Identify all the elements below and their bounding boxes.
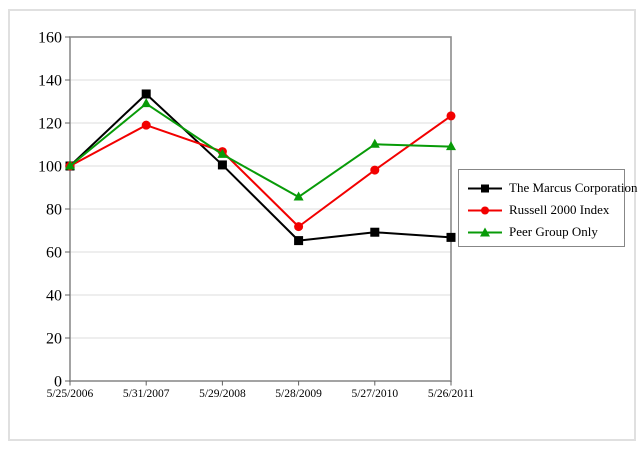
series-line-russell-2000-index	[69, 115, 452, 228]
data-point-peer-group-only-triangle-marker	[446, 141, 456, 151]
data-point-peer-group-only-triangle-marker	[217, 148, 228, 158]
x-axis-tick-label: 5/26/2011	[428, 388, 474, 400]
y-axis-tick-label: 80	[46, 202, 62, 219]
x-axis-tick-label: 5/31/2007	[123, 388, 170, 400]
data-point-russell-2000-index-circle-marker	[446, 111, 456, 121]
data-point-the-marcus-corporation-square-marker	[370, 227, 380, 237]
legend-label: Russell 2000 Index	[509, 202, 610, 217]
data-point-peer-group-only-triangle-marker	[293, 191, 304, 201]
y-axis-tick-label: 60	[46, 245, 62, 262]
legend-label: The Marcus Corporation	[509, 180, 638, 195]
legend-label: Peer Group Only	[509, 224, 598, 239]
y-axis-tick-label: 120	[38, 116, 62, 133]
y-axis-tick-label: 140	[38, 73, 62, 90]
data-point-peer-group-only-triangle-marker	[65, 160, 75, 170]
x-axis-tick-label: 5/27/2010	[351, 388, 398, 400]
x-axis-tick-label: 5/25/2006	[47, 388, 94, 400]
y-axis-tick-label: 0	[54, 374, 62, 391]
x-axis-tick-label: 5/29/2008	[199, 388, 246, 400]
legend-key-square-icon	[468, 184, 502, 192]
data-point-russell-2000-index-circle-marker	[294, 222, 304, 232]
legend-item-russell-2000-index: Russell 2000 Index	[467, 199, 624, 221]
series-line-the-marcus-corporation	[69, 92, 452, 242]
legend-item-peer-group-only: Peer Group Only	[467, 221, 624, 243]
legend: The Marcus Corporation Russell 2000 Index…	[458, 169, 638, 247]
legend-key-triangle-icon	[468, 227, 502, 236]
data-point-russell-2000-index-circle-marker	[141, 120, 151, 130]
y-axis-tick-label: 100	[38, 159, 62, 176]
data-point-the-marcus-corporation-square-marker	[294, 236, 304, 246]
data-point-the-marcus-corporation-square-marker	[141, 89, 151, 99]
y-axis-tick-label: 20	[46, 331, 62, 348]
series-line-peer-group-only	[69, 102, 452, 198]
y-axis-tick-label: 40	[46, 288, 62, 305]
x-axis-tick-label: 5/28/2009	[275, 388, 322, 400]
data-point-peer-group-only-triangle-marker	[141, 98, 152, 108]
data-point-the-marcus-corporation-square-marker	[446, 232, 456, 242]
y-axis-tick-label: 160	[38, 30, 62, 47]
legend-key-circle-icon	[468, 206, 502, 214]
legend-item-the-marcus-corporation: The Marcus Corporation	[467, 177, 638, 199]
data-point-the-marcus-corporation-square-marker	[217, 160, 227, 170]
data-point-russell-2000-index-circle-marker	[370, 165, 380, 175]
data-point-peer-group-only-triangle-marker	[369, 138, 380, 148]
